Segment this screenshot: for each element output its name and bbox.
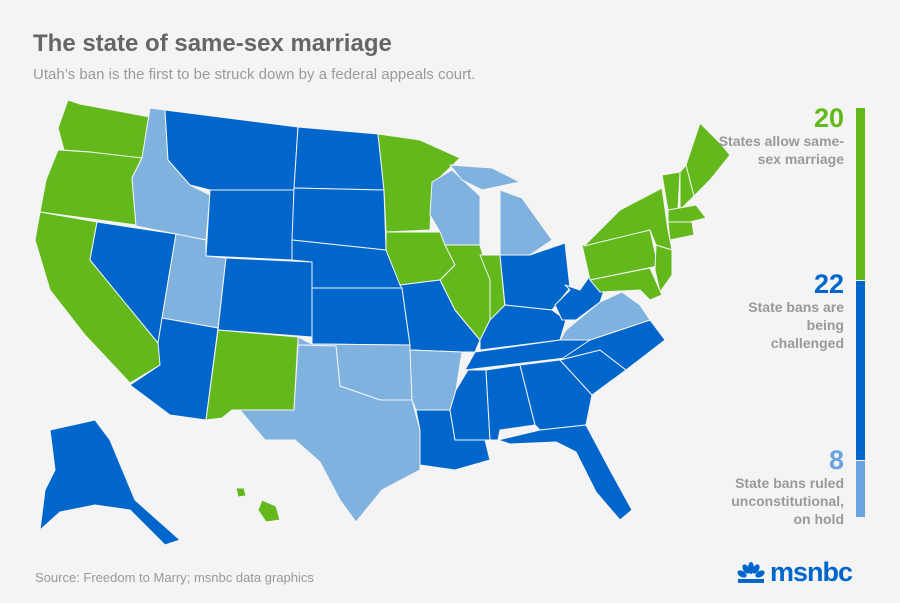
legend-bar-challenged [856, 281, 865, 460]
state-ky [479, 304, 567, 351]
state-md [589, 267, 663, 301]
state-or [39, 149, 143, 226]
legend-challenged-count: 22 [813, 269, 844, 299]
state-nd [293, 126, 385, 191]
legend-allow-count: 20 [813, 103, 844, 133]
state-mi [449, 164, 521, 191]
legend-allow: 20 States allow same-sex marriage [714, 104, 844, 168]
legend-on-hold: 8 State bans ruled unconstitutional, on … [714, 446, 844, 528]
state-nm [205, 329, 299, 421]
legend-challenged: 22 State bans are being challenged [744, 270, 844, 352]
legend-challenged-label: State bans are being challenged [748, 299, 844, 351]
state-va [559, 291, 651, 341]
logo-text: msnbc [770, 557, 853, 587]
state-tx [239, 344, 421, 523]
state-hi [257, 499, 281, 523]
state-wa [57, 99, 151, 159]
state-wy [205, 189, 295, 261]
peacock-icon [737, 561, 765, 583]
msnbc-logo: msnbc [736, 557, 853, 588]
legend-on-hold-label: State bans ruled unconstitutional, on ho… [731, 475, 844, 527]
source-note: Source: Freedom to Marry; msnbc data gra… [35, 570, 314, 585]
legend-allow-label: States allow same-sex marriage [718, 133, 844, 167]
page-subtitle: Utah’s ban is the first to be struck dow… [33, 66, 476, 83]
page-title: The state of same-sex marriage [33, 30, 392, 57]
state-mt [164, 109, 299, 191]
state-ak [39, 419, 181, 546]
state-mi [499, 189, 553, 256]
legend-bar-allow [856, 108, 865, 280]
legend-bar-on-hold [856, 461, 865, 517]
state-co [217, 257, 313, 338]
state-nj [654, 244, 673, 293]
state-hi [235, 487, 247, 498]
legend-on-hold-count: 8 [828, 445, 844, 475]
state-sd [291, 187, 387, 251]
state-ks [311, 287, 411, 346]
state-ct [667, 221, 695, 241]
state-fl [497, 424, 633, 521]
state-ma [667, 204, 707, 223]
state-me [685, 122, 731, 197]
